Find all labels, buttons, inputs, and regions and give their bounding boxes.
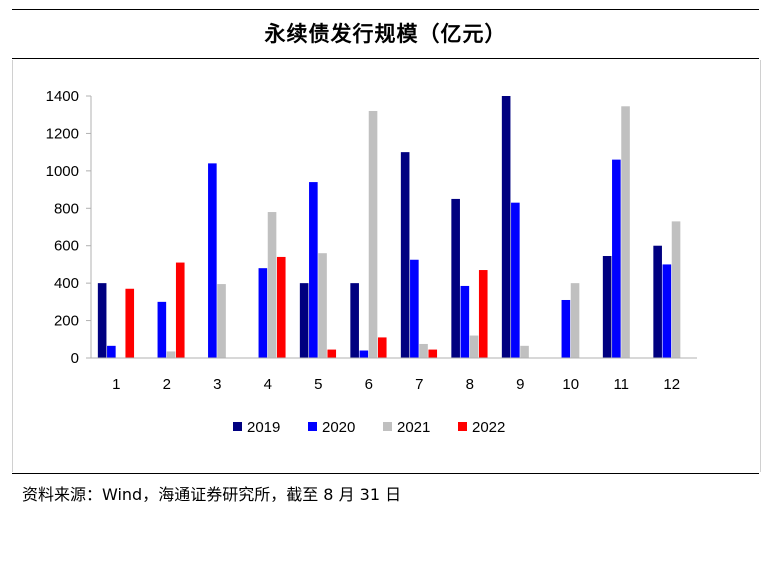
x-tick-label: 5 [314,376,322,393]
bar-2019-m1 [97,283,107,358]
source-note: 资料来源：Wind，海通证券研究所，截至 8 月 31 日 [22,485,402,504]
bar-2019-m7 [400,152,410,358]
legend-swatch-2019 [233,422,242,431]
y-tick-label: 400 [54,275,79,292]
bar-2021-m9 [520,345,529,358]
bar-2021-m10 [570,283,580,358]
x-tick-label: 12 [663,376,680,393]
bar-2021-m6 [368,110,378,358]
x-tick-label: 3 [213,376,221,393]
y-tick-label: 600 [54,238,79,255]
y-tick-label: 200 [54,313,79,330]
bar-2019-m9 [501,96,511,358]
legend-label-2020: 2020 [322,419,355,436]
legend-swatch-2021 [383,422,392,431]
x-tick-label: 7 [415,376,423,393]
legend-swatch-2022 [458,422,467,431]
chart-title: 永续债发行规模（亿元） [264,22,507,46]
y-tick-label: 0 [71,350,79,367]
bottom-rule [12,473,759,474]
legend-label-2022: 2022 [472,419,505,436]
y-tick-label: 1400 [46,88,79,105]
bar-2020-m12 [662,264,672,358]
y-tick-label: 1200 [46,125,79,142]
bar-2020-m7 [410,259,419,358]
bar-2022-m4 [276,256,286,358]
x-tick-label: 4 [264,376,272,393]
bar-2020-m4 [258,268,268,358]
legend-swatch-2020 [308,422,317,431]
x-tick-label: 1 [112,376,120,393]
bar-2019-m6 [350,283,359,358]
bar-2022-m8 [478,270,488,358]
x-tick-label: 9 [516,376,524,393]
bar-2020-m8 [460,285,470,358]
bar-2020-m9 [511,202,520,358]
x-tick-label: 2 [163,376,171,393]
bar-2021-m2 [166,351,176,358]
bar-2020-m11 [612,159,621,358]
bar-2021-m8 [469,335,479,358]
bar-2022-m5 [327,349,337,358]
bar-2021-m4 [267,212,277,358]
bar-2020-m3 [208,163,217,358]
legend-label-2019: 2019 [247,419,280,436]
chart-frame: 0 200 400 600 800 1000 1200 1400 1 2 3 4 5 6 7 8 9 10 11 12… [12,60,761,472]
x-tick-label: 6 [365,376,373,393]
top-rule [12,9,759,10]
bar-2021-m3 [217,284,226,358]
legend-label-2021: 2021 [397,419,430,436]
x-tick-label: 8 [466,376,474,393]
bar-2020-m5 [309,182,318,358]
x-tick-label: 10 [562,376,579,393]
title-rule [12,58,759,59]
bar-2019-m12 [653,245,662,358]
bar-2019-m5 [299,283,309,358]
bar-2021-m12 [671,221,681,358]
y-tick-label: 800 [54,200,79,217]
bar-2022-m7 [428,349,438,358]
bar-2020-m10 [561,299,571,358]
x-tick-label: 11 [613,376,629,393]
bar-2019-m8 [451,198,460,358]
bar-2022-m1 [125,288,135,358]
bar-2019-m11 [602,256,612,358]
bar-2020-m2 [157,301,167,358]
bar-2021-m11 [621,106,630,358]
bar-2021-m5 [318,253,327,358]
bar-2020-m6 [359,350,369,358]
bar-2021-m7 [419,343,428,358]
y-tick-label: 1000 [46,163,79,180]
bar-2022-m2 [175,262,185,358]
bar-2022-m6 [377,337,387,358]
bar-2020-m1 [107,345,116,358]
